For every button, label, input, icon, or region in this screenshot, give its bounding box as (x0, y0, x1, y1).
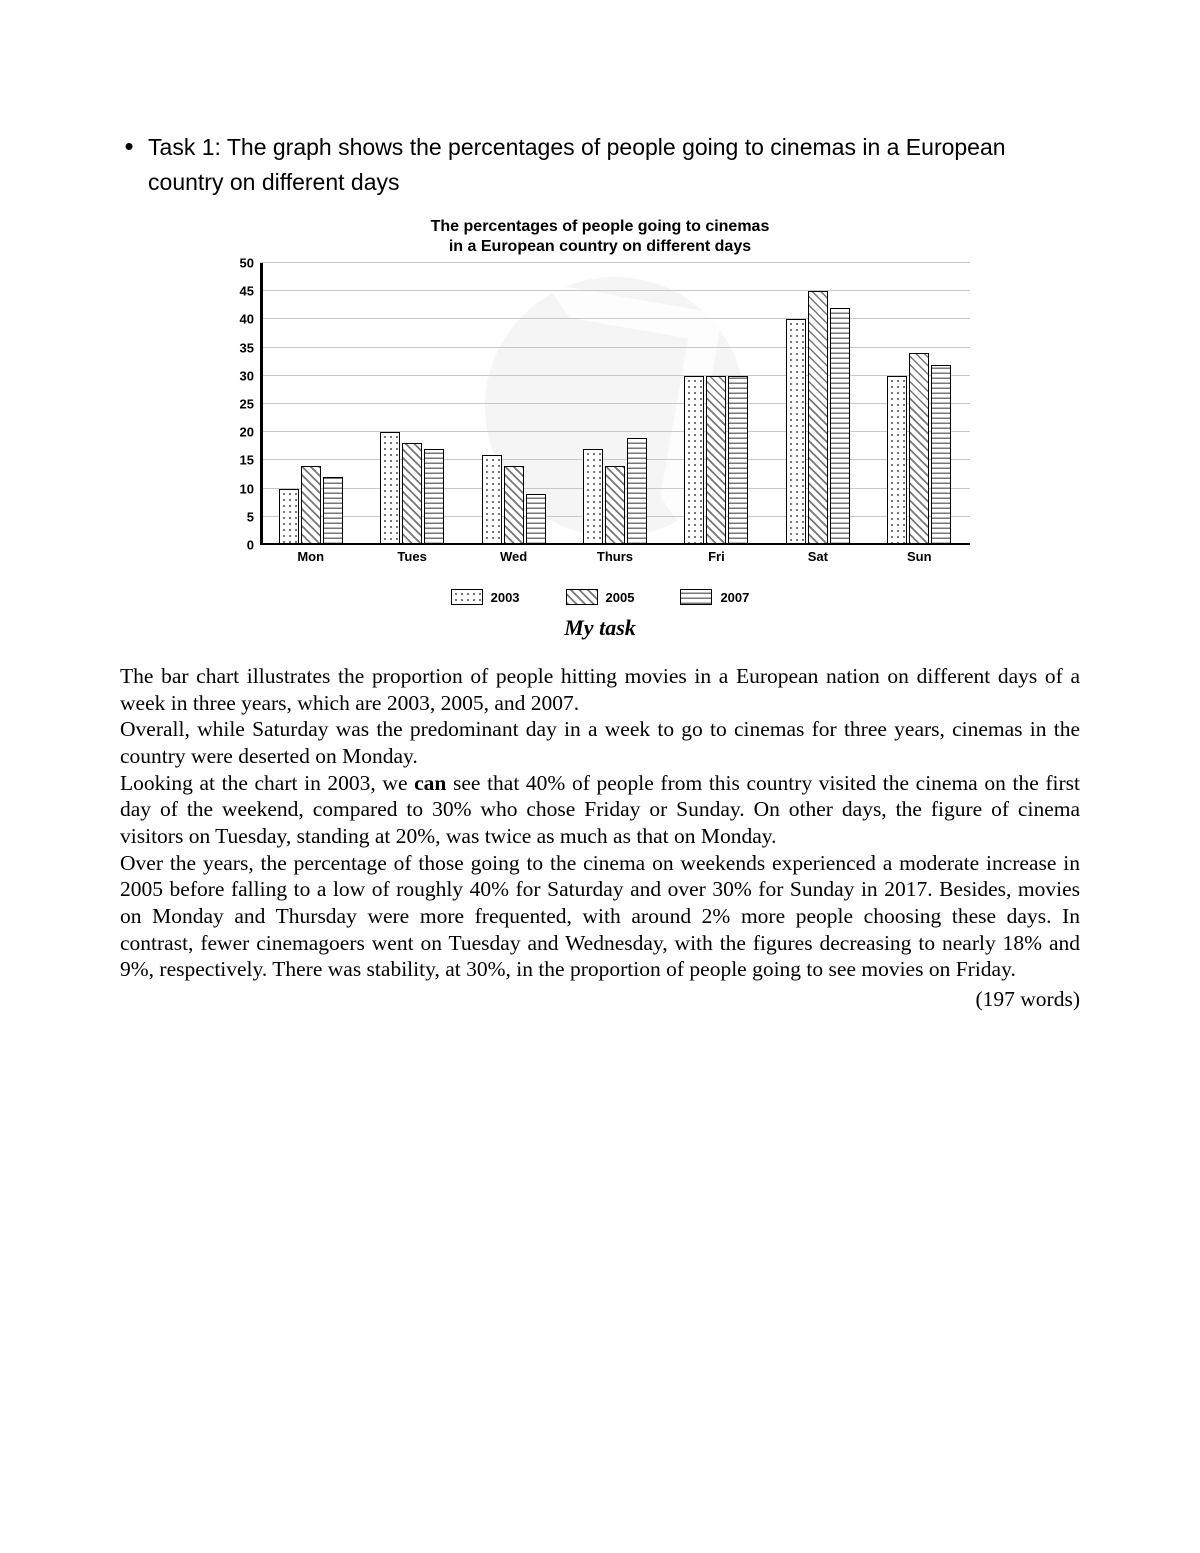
chart-container: The percentages of people going to cinem… (220, 217, 980, 605)
x-tick-label: Sat (808, 545, 828, 564)
category-group: Tues (361, 263, 462, 545)
page: • Task 1: The graph shows the percentage… (0, 0, 1200, 1553)
y-tick-label: 15 (240, 453, 260, 468)
chart-plot-area: MonTuesWedThursFriSatSun 051015202530354… (260, 263, 970, 563)
category-row: MonTuesWedThursFriSatSun (260, 263, 970, 545)
bar (402, 443, 422, 545)
y-tick-label: 40 (240, 312, 260, 327)
legend-swatch (566, 589, 598, 605)
bar (808, 291, 828, 545)
x-tick-label: Fri (708, 545, 725, 564)
word-count: (197 words) (120, 987, 1080, 1012)
bar (279, 489, 299, 545)
bar (605, 466, 625, 545)
chart-legend: 2003 2005 2007 (220, 589, 980, 605)
x-tick-label: Sun (907, 545, 932, 564)
legend-item: 2005 (566, 589, 635, 605)
category-group: Sat (767, 263, 868, 545)
bar (627, 438, 647, 545)
essay-p3a: Looking at the chart in 2003, we (120, 771, 414, 795)
category-group: Wed (463, 263, 564, 545)
x-tick-label: Thurs (597, 545, 633, 564)
legend-label: 2003 (491, 590, 520, 605)
essay-p4: Over the years, the percentage of those … (120, 850, 1080, 983)
x-tick-label: Mon (297, 545, 324, 564)
bar (424, 449, 444, 545)
category-group: Sun (869, 263, 970, 545)
chart-title-line2: in a European country on different days (449, 238, 751, 255)
x-axis (260, 543, 970, 545)
bar (301, 466, 321, 545)
essay-p3-bold: can (414, 771, 446, 795)
y-tick-label: 20 (240, 425, 260, 440)
bar (684, 376, 704, 545)
legend-swatch (680, 589, 712, 605)
legend-label: 2005 (606, 590, 635, 605)
legend-swatch (451, 589, 483, 605)
y-tick-label: 5 (247, 509, 260, 524)
bar (887, 376, 907, 545)
essay-p3: Looking at the chart in 2003, we can see… (120, 770, 1080, 850)
bar (786, 319, 806, 545)
task-heading: • Task 1: The graph shows the percentage… (120, 130, 1080, 199)
my-task-label: My task (120, 615, 1080, 641)
y-tick-label: 50 (240, 256, 260, 271)
category-group: Mon (260, 263, 361, 545)
y-tick-label: 35 (240, 340, 260, 355)
chart-title-line1: The percentages of people going to cinem… (431, 218, 770, 235)
y-tick-label: 25 (240, 397, 260, 412)
bar (504, 466, 524, 545)
bar (706, 376, 726, 545)
y-tick-label: 10 (240, 481, 260, 496)
bar (830, 308, 850, 545)
legend-item: 2007 (680, 589, 749, 605)
category-group: Fri (666, 263, 767, 545)
bar (583, 449, 603, 545)
chart-title: The percentages of people going to cinem… (220, 217, 980, 257)
legend-label: 2007 (720, 590, 749, 605)
category-group: Thurs (564, 263, 665, 545)
x-tick-label: Tues (397, 545, 426, 564)
y-tick-label: 30 (240, 368, 260, 383)
y-axis (260, 263, 263, 545)
bar (931, 365, 951, 545)
bar (909, 353, 929, 545)
bar (482, 455, 502, 545)
essay-body: The bar chart illustrates the proportion… (120, 663, 1080, 983)
bar (380, 432, 400, 545)
bar (728, 376, 748, 545)
y-tick-label: 45 (240, 284, 260, 299)
x-tick-label: Wed (500, 545, 527, 564)
y-tick-label: 0 (247, 538, 260, 553)
legend-item: 2003 (451, 589, 520, 605)
bullet-icon: • (124, 130, 134, 164)
essay-p1: The bar chart illustrates the proportion… (120, 663, 1080, 716)
essay-p2: Overall, while Saturday was the predomin… (120, 716, 1080, 769)
task-text: Task 1: The graph shows the percentages … (148, 130, 1080, 199)
bar (323, 477, 343, 545)
bar (526, 494, 546, 545)
